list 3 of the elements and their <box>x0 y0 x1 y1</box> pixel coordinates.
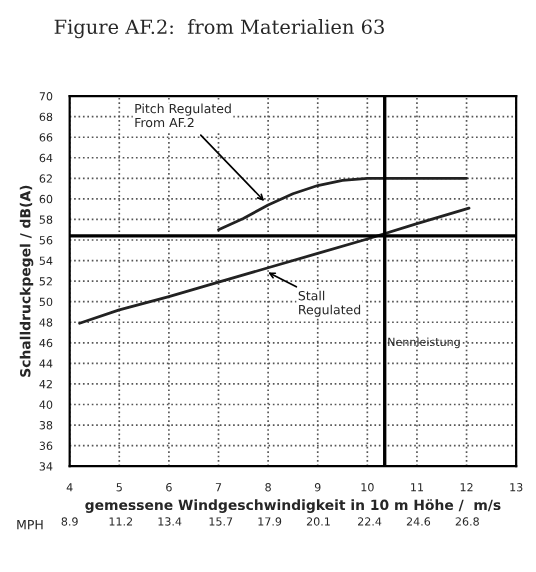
line-series <box>78 206 471 325</box>
chart-title: Figure AF.2: from Materialien 63 <box>54 19 384 39</box>
line-series <box>217 176 468 232</box>
